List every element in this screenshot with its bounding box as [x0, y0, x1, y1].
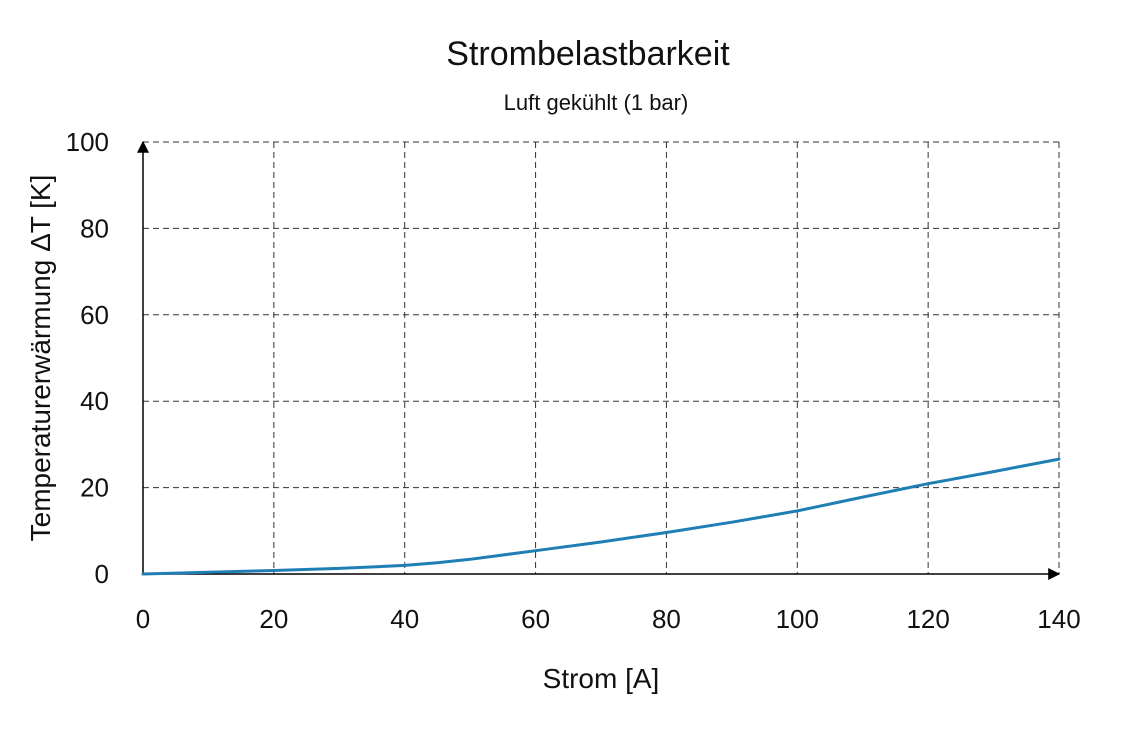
series-line [141, 457, 1061, 576]
chart-subtitle: Luft gekühlt (1 bar) [504, 90, 689, 115]
x-tick-label: 60 [521, 604, 550, 634]
x-tick-labels: 0 20 40 60 80 100 120 140 [136, 604, 1081, 634]
y-tick-label: 40 [80, 386, 109, 416]
x-tick-label: 0 [136, 604, 150, 634]
y-tick-label: 80 [80, 213, 109, 243]
x-tick-label: 40 [390, 604, 419, 634]
chart-title: Strombelastbarkeit [446, 35, 730, 73]
y-tick-label: 0 [95, 559, 109, 589]
y-axis-label: Temperaturerwärmung ΔT [K] [25, 175, 56, 542]
x-axis-label: Strom [A] [543, 663, 660, 694]
x-tick-label: 20 [259, 604, 288, 634]
y-tick-label: 100 [66, 127, 109, 157]
x-tick-label: 140 [1037, 604, 1080, 634]
x-tick-label: 100 [776, 604, 819, 634]
y-tick-labels: 0 20 40 60 80 100 [66, 127, 109, 589]
x-tick-label: 80 [652, 604, 681, 634]
axes [137, 140, 1061, 580]
x-tick-label: 120 [906, 604, 949, 634]
series-lines [141, 457, 1061, 576]
y-tick-label: 60 [80, 300, 109, 330]
grid [143, 141, 1060, 574]
y-tick-label: 20 [80, 473, 109, 503]
